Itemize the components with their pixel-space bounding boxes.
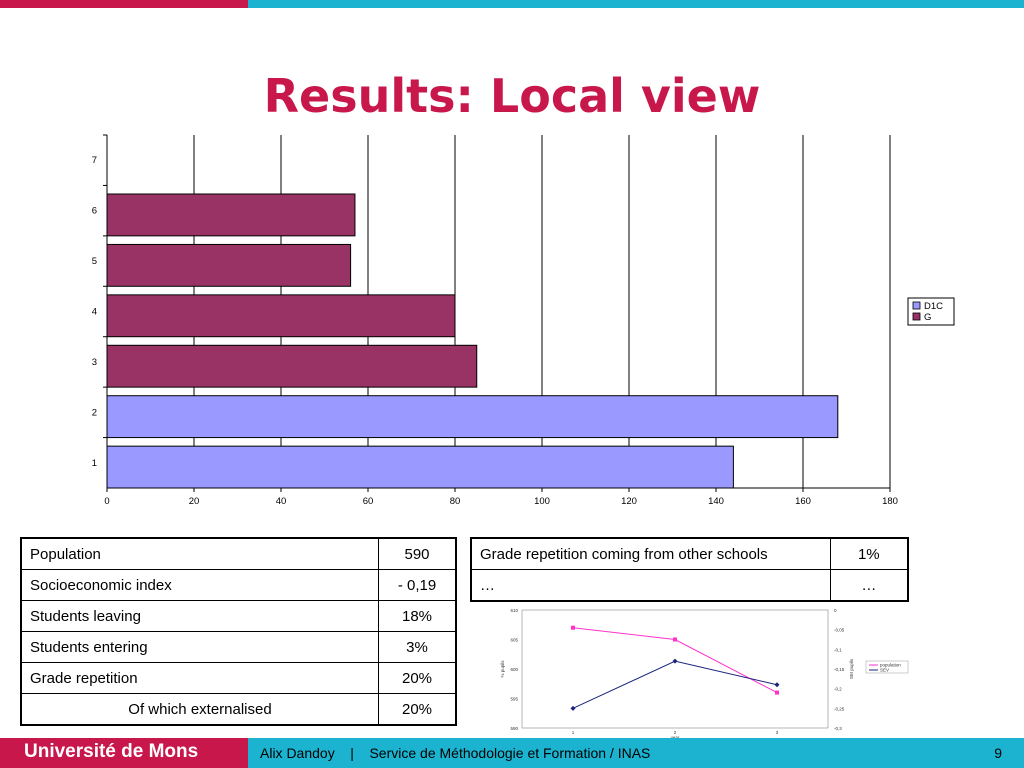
top-bar-secondary (248, 0, 1024, 8)
x-tick-label: 60 (363, 496, 374, 507)
y-tick-label: 7 (92, 155, 97, 166)
x-tick-label: 40 (276, 496, 287, 507)
bar-g (106, 344, 478, 388)
y2-tick-label: -0,1 (834, 647, 842, 652)
bar-g (106, 193, 356, 237)
x-tick-label: 80 (450, 496, 461, 507)
repetition-table: Grade repetition coming from other schoo… (470, 537, 909, 602)
x-tick-label: 1 (572, 730, 575, 735)
y-tick-label: 2 (92, 407, 97, 418)
x-axis-title: year (671, 735, 680, 738)
row-value: 590 (378, 537, 457, 570)
row-value: 3% (378, 631, 457, 663)
row-value: 18% (378, 600, 457, 632)
table-row: Of which externalised 20% (20, 693, 457, 726)
y-tick-label: 4 (92, 307, 97, 318)
x-tick-label: 0 (104, 496, 109, 507)
row-value: 1% (829, 537, 909, 570)
data-point (673, 637, 677, 642)
y-tick-label: 3 (92, 357, 97, 368)
x-tick-label: 140 (708, 496, 724, 507)
y-tick-label: 1 (92, 458, 97, 469)
bar-d1c (106, 445, 734, 489)
footer-band: Alix Dandoy | Service de Méthodologie et… (248, 738, 1024, 768)
table-row: …… (470, 569, 909, 602)
row-label: Grade repetition coming from other schoo… (470, 537, 831, 570)
legend-label: D1C (924, 301, 943, 312)
y2-tick-label: -0,05 (834, 628, 845, 633)
row-value: - 0,19 (378, 569, 457, 601)
table-row: Population 590 (20, 537, 457, 570)
table-row: Students leaving 18% (20, 600, 457, 632)
page-number: 9 (994, 745, 1002, 761)
y2-tick-label: -0,25 (834, 706, 845, 711)
row-label: Students leaving (20, 600, 379, 632)
y-tick-label: 590 (510, 726, 518, 731)
row-value: … (829, 569, 909, 602)
y-tick-label: 595 (510, 697, 518, 702)
x-tick-label: 120 (621, 496, 637, 507)
y2-tick-label: 0 (834, 608, 837, 613)
slide-title: Results: Local view (263, 69, 761, 123)
x-tick-label: 180 (882, 496, 898, 507)
y2-tick-label: -0,15 (834, 667, 845, 672)
plot-area (521, 609, 829, 729)
legend-swatch (912, 312, 921, 321)
x-tick-label: 160 (795, 496, 811, 507)
row-label: Of which externalised (20, 693, 379, 726)
footer: Université de Mons Alix Dandoy | Service… (0, 738, 1024, 768)
row-label: … (470, 569, 831, 602)
data-point (775, 690, 779, 695)
y2-tick-label: -0,2 (834, 687, 842, 692)
x-tick-label: 3 (776, 730, 779, 735)
y-axis-title: % pupils (500, 660, 505, 678)
legend-swatch (912, 301, 921, 310)
table-row: Students entering 3% (20, 631, 457, 663)
y-tick-label: 6 (92, 206, 97, 217)
bar-g (106, 294, 456, 338)
row-label: Population (20, 537, 379, 570)
legend-label: SEV (880, 668, 889, 673)
x-tick-label: 2 (674, 730, 677, 735)
row-value: 20% (378, 662, 457, 694)
data-point (672, 658, 678, 664)
x-tick-label: 20 (189, 496, 200, 507)
top-bar-accent (0, 0, 248, 8)
y-tick-label: 610 (510, 608, 518, 613)
footer-author: Alix Dandoy | Service de Méthodologie et… (260, 745, 651, 761)
y-tick-label: 600 (510, 667, 518, 672)
stats-table: Population 590 Socioeconomic index - 0,19 St… (20, 537, 457, 726)
x-tick-label: 100 (534, 496, 550, 507)
y2-axis-title: SEI pupils (849, 658, 854, 679)
legend-label: population (880, 663, 901, 668)
bar-g (106, 243, 352, 287)
legend-label: G (924, 312, 931, 323)
data-point (571, 625, 575, 630)
row-label: Grade repetition (20, 662, 379, 694)
line-chart: 590 595 600 605 610 0 -0,05 -0,1 -0,15 -0,2 -0,25 -… (500, 608, 909, 738)
row-label: Students entering (20, 631, 379, 663)
data-point (774, 682, 780, 688)
data-point (570, 705, 576, 711)
table-row: Grade repetition coming from other schoo… (470, 537, 909, 570)
table-row: Grade repetition 20% (20, 662, 457, 694)
row-label: Socioeconomic index (20, 569, 379, 601)
y-tick-label: 605 (510, 638, 518, 643)
row-value: 20% (378, 693, 457, 726)
y2-tick-label: -0,3 (834, 726, 842, 731)
bar-d1c (106, 395, 839, 439)
table-row: Socioeconomic index - 0,19 (20, 569, 457, 601)
y-tick-label: 5 (92, 256, 97, 267)
university-name: Université de Mons (0, 738, 248, 768)
